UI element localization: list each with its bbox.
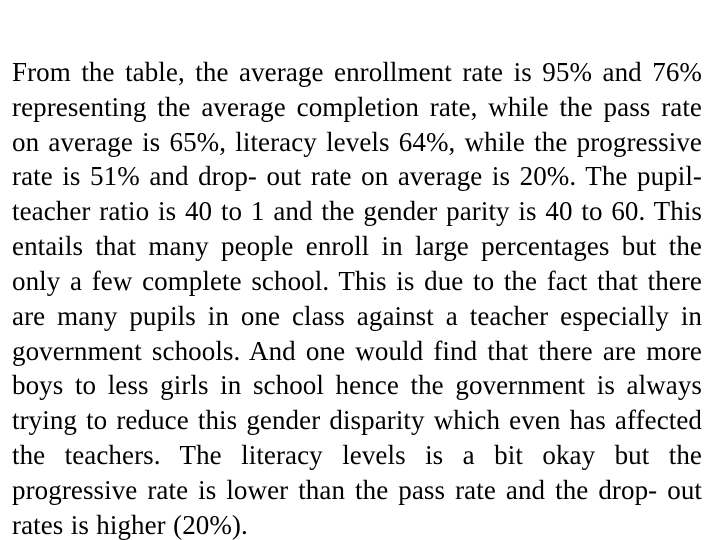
- document-page: From the table, the average enrollment r…: [0, 0, 720, 540]
- body-paragraph: From the table, the average enrollment r…: [12, 55, 702, 540]
